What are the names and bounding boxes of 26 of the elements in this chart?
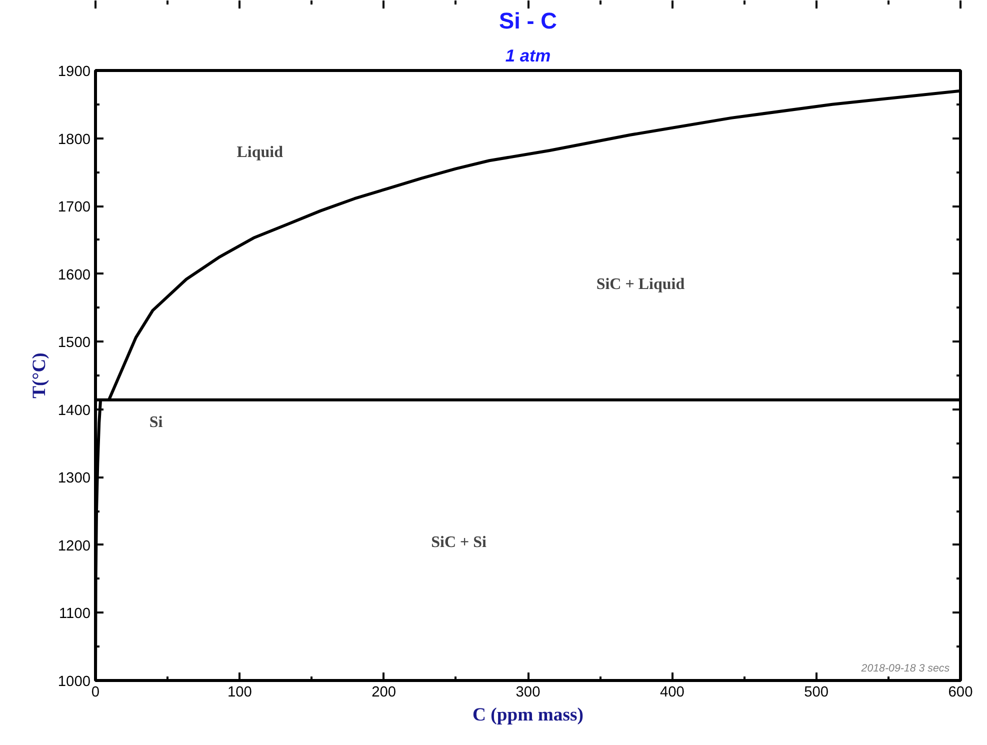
x-tick-label: 100 [227,684,252,700]
chart-title: Si - C [499,8,557,34]
y-tick-label: 1900 [58,64,91,80]
x-axis-title: C (ppm mass) [472,704,584,726]
x-tick-label: 400 [660,684,684,700]
x-tick-label: 300 [516,684,540,700]
annotation: SiC + Liquid [596,276,685,293]
annotation: Si [149,414,164,431]
y-tick-label: 1200 [58,538,91,554]
y-tick-label: 1800 [58,132,91,148]
annotation: 2018-09-18 3 secs [860,662,950,674]
y-axis-title: T(°C) [28,352,50,398]
x-tick-label: 600 [948,684,973,700]
y-tick-label: 1700 [58,200,91,216]
annotation: Liquid [236,144,284,161]
y-tick-label: 1000 [58,674,91,690]
y-tick-label: 1100 [58,606,91,622]
y-tick-label: 1600 [58,267,91,284]
annotation: SiC + Si [431,534,488,551]
x-tick-label: 500 [804,684,829,700]
y-tick-label: 1500 [58,335,91,352]
y-tick-label: 1300 [58,470,91,487]
x-tick-label: 200 [372,684,396,700]
y-tick-label: 1400 [58,402,91,419]
x-tick-label: 0 [91,684,100,700]
chart-subtitle: 1 atm [505,46,551,66]
